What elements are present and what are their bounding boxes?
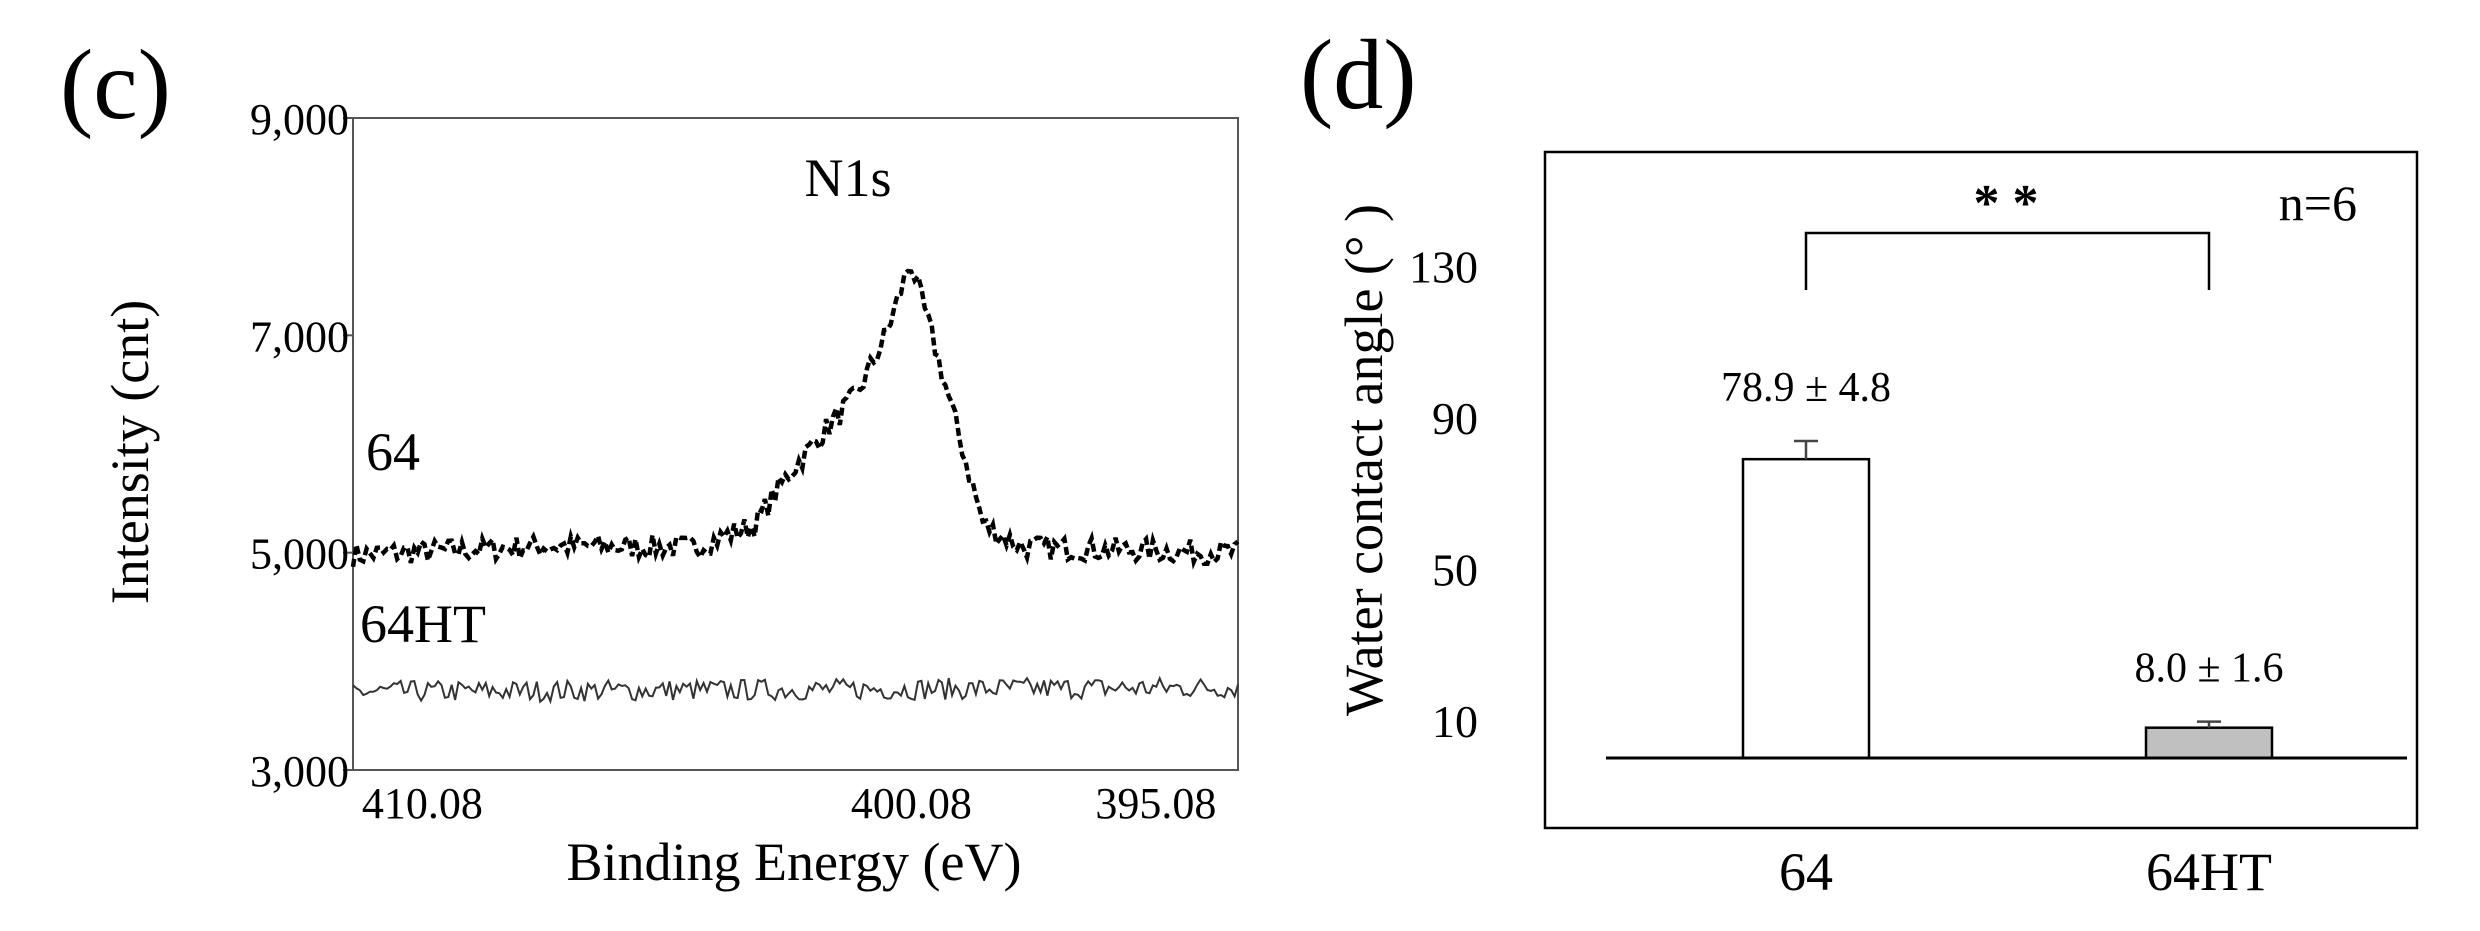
panel-c-series	[350, 268, 1240, 705]
panel-d-y-tick-label: 50	[1432, 545, 1478, 596]
value-label-64: 78.9 ± 4.8	[1721, 365, 1891, 411]
series-64-line	[350, 268, 1240, 570]
panel-d-annotation: n=6	[2279, 175, 2357, 231]
category-label-64: 64	[1779, 842, 1833, 902]
panel-d-ticks: 10 50 90 130	[1409, 242, 1478, 748]
significance-marker: * *	[1974, 175, 2039, 232]
panel-d-ylabel: Water contact angle (° )	[1334, 204, 1394, 716]
panel-d-y-tick-label: 10	[1432, 696, 1478, 747]
category-label-64HT: 64HT	[2146, 842, 2272, 902]
panel-d-y-tick-label: 90	[1432, 393, 1478, 444]
panel-c-y-tick-label: 9,000	[250, 95, 349, 144]
panel-c-y-tick-label: 5,000	[250, 530, 349, 579]
panel-d-bars: 78.9 ± 4.8 64 8.0 ± 1.6 64HT	[1721, 365, 2284, 902]
panel-c-y-tick-label: 7,000	[250, 312, 349, 361]
significance-bracket	[1804, 231, 2211, 290]
series-label-64: 64	[366, 422, 420, 482]
panel-c-label: (c)	[60, 29, 171, 140]
value-label-64HT: 8.0 ± 1.6	[2134, 646, 2283, 692]
panel-d-y-tick-label: 130	[1409, 242, 1478, 293]
series-64HT-line	[352, 675, 1239, 705]
panel-c-xlabel: Binding Energy (eV)	[567, 832, 1022, 892]
panel-d-label: (d)	[1300, 19, 1417, 130]
panel-c-ticks: 410.08 400.08 395.08 3,000 5,000 7,000 9,000	[250, 95, 1216, 828]
panel-d-frame	[1543, 150, 2419, 830]
panel-c-y-tick-label: 3,000	[250, 747, 349, 796]
panel-c-annotation: N1s	[804, 148, 891, 208]
series-label-64HT: 64HT	[360, 594, 486, 654]
panel-c: (c) 410.08 400.08 395.08 3,000 5,000 7,000 9,0…	[60, 29, 1240, 892]
panel-c-x-tick-label: 410.08	[362, 779, 483, 828]
panel-c-x-tick-label: 400.08	[851, 779, 972, 828]
panel-c-frame	[352, 117, 1239, 771]
bar-64HT	[2144, 726, 2274, 760]
bar-64	[1741, 457, 1871, 760]
panel-c-ylabel: Intensity (cnt)	[100, 300, 160, 604]
panel-c-x-tick-label: 395.08	[1095, 779, 1216, 828]
